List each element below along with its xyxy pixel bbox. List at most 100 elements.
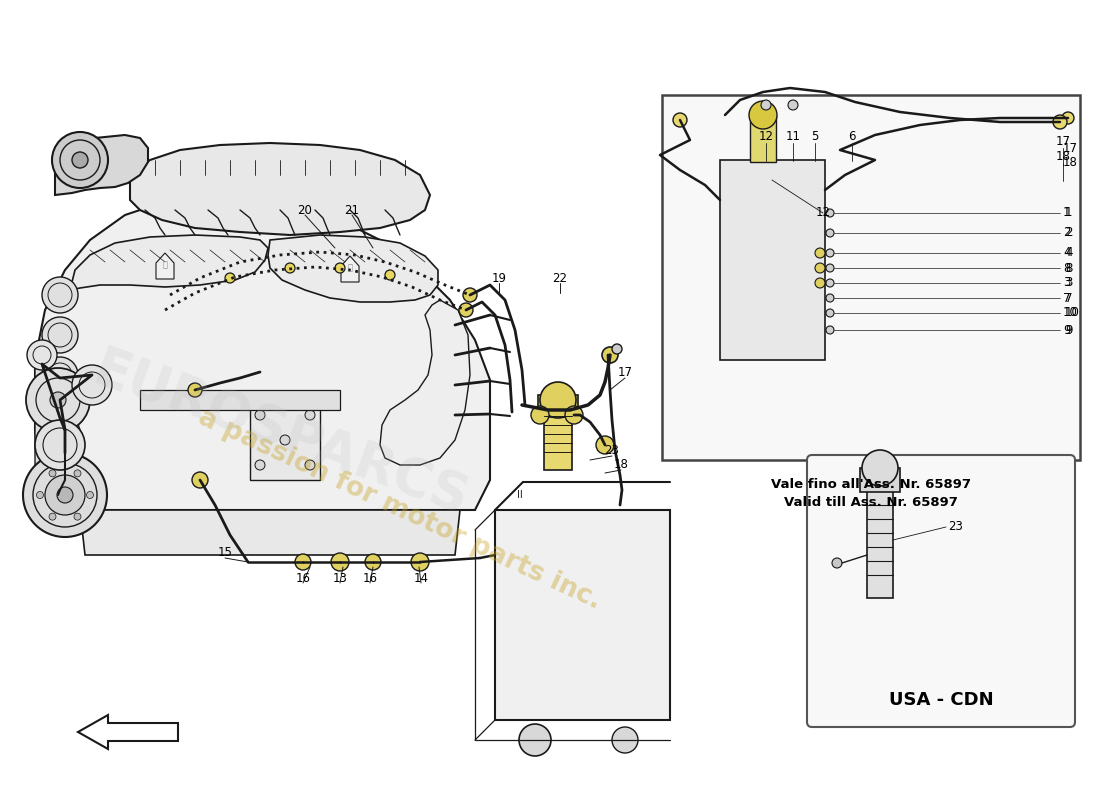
Text: 16: 16 (296, 571, 310, 585)
Text: 2: 2 (1063, 226, 1070, 239)
Text: 1: 1 (1063, 206, 1070, 219)
Polygon shape (55, 135, 148, 195)
Circle shape (531, 406, 549, 424)
Text: 6: 6 (848, 130, 856, 143)
Circle shape (815, 248, 825, 258)
Text: 18: 18 (1056, 150, 1070, 163)
Circle shape (42, 317, 78, 353)
Text: 21: 21 (344, 203, 360, 217)
Circle shape (565, 406, 583, 424)
Text: 15: 15 (218, 546, 232, 559)
Text: 7: 7 (1063, 291, 1070, 305)
Text: 🐎: 🐎 (348, 263, 352, 273)
Text: 20: 20 (298, 203, 312, 217)
Circle shape (815, 263, 825, 273)
Circle shape (42, 357, 78, 393)
Bar (720, 160, 825, 360)
Circle shape (788, 100, 798, 110)
Circle shape (45, 475, 85, 515)
Circle shape (826, 309, 834, 317)
Text: 13: 13 (332, 571, 348, 585)
Bar (860, 468, 900, 492)
Circle shape (74, 470, 81, 477)
Circle shape (815, 278, 825, 288)
Circle shape (826, 326, 834, 334)
Bar (495, 510, 670, 720)
Text: 9: 9 (1065, 323, 1072, 337)
Circle shape (295, 554, 311, 570)
Circle shape (74, 513, 81, 520)
Circle shape (42, 397, 78, 433)
Circle shape (305, 460, 315, 470)
Circle shape (826, 264, 834, 272)
Text: 10: 10 (1065, 306, 1080, 319)
Bar (662, 95, 1080, 460)
Circle shape (411, 553, 429, 571)
Text: 17: 17 (1063, 142, 1078, 154)
Text: 8: 8 (1063, 262, 1070, 274)
Circle shape (36, 491, 44, 498)
Polygon shape (35, 195, 490, 510)
Circle shape (826, 249, 834, 257)
Circle shape (862, 450, 898, 486)
Circle shape (42, 277, 78, 313)
Text: 23: 23 (948, 521, 962, 534)
Text: 19: 19 (492, 271, 506, 285)
Circle shape (305, 410, 315, 420)
Circle shape (336, 263, 345, 273)
Text: 1: 1 (1065, 206, 1072, 219)
Circle shape (50, 513, 56, 520)
Text: 5: 5 (812, 130, 818, 143)
Circle shape (57, 487, 73, 503)
Text: Valid till Ass. Nr. 65897: Valid till Ass. Nr. 65897 (784, 495, 958, 509)
Text: 4: 4 (1063, 246, 1070, 259)
Circle shape (255, 410, 265, 420)
Polygon shape (130, 143, 430, 235)
Polygon shape (156, 253, 174, 279)
Circle shape (540, 382, 576, 418)
Text: 9: 9 (1063, 323, 1070, 337)
Circle shape (673, 113, 688, 127)
Text: 10: 10 (1063, 306, 1078, 319)
Circle shape (365, 554, 381, 570)
Text: 🐎: 🐎 (163, 261, 167, 270)
Circle shape (826, 294, 834, 302)
FancyBboxPatch shape (807, 455, 1075, 727)
Polygon shape (379, 300, 470, 465)
Text: 12: 12 (815, 206, 830, 219)
Polygon shape (544, 415, 572, 470)
Circle shape (826, 209, 834, 217)
Circle shape (50, 470, 56, 477)
Circle shape (761, 100, 771, 110)
Circle shape (50, 392, 66, 408)
Polygon shape (80, 510, 460, 555)
Circle shape (596, 436, 614, 454)
Polygon shape (35, 355, 80, 510)
Circle shape (28, 340, 57, 370)
Bar (538, 395, 578, 417)
Circle shape (26, 368, 90, 432)
Text: 14: 14 (414, 571, 429, 585)
Text: 11: 11 (785, 130, 801, 143)
Circle shape (826, 279, 834, 287)
Circle shape (285, 263, 295, 273)
Text: 23: 23 (605, 445, 619, 458)
Circle shape (749, 101, 777, 129)
Circle shape (385, 270, 395, 280)
Circle shape (826, 229, 834, 237)
Circle shape (255, 460, 265, 470)
Text: Vale fino all'Ass. Nr. 65897: Vale fino all'Ass. Nr. 65897 (771, 478, 971, 491)
Text: 16: 16 (363, 571, 377, 585)
Circle shape (612, 344, 621, 354)
Text: 17: 17 (617, 366, 632, 379)
Circle shape (188, 383, 202, 397)
Circle shape (35, 420, 85, 470)
Circle shape (23, 453, 107, 537)
Polygon shape (268, 235, 438, 302)
Text: 17: 17 (1056, 135, 1070, 148)
Polygon shape (250, 400, 320, 480)
Text: 4: 4 (1065, 246, 1072, 259)
Circle shape (226, 273, 235, 283)
Polygon shape (341, 256, 359, 282)
Circle shape (52, 132, 108, 188)
